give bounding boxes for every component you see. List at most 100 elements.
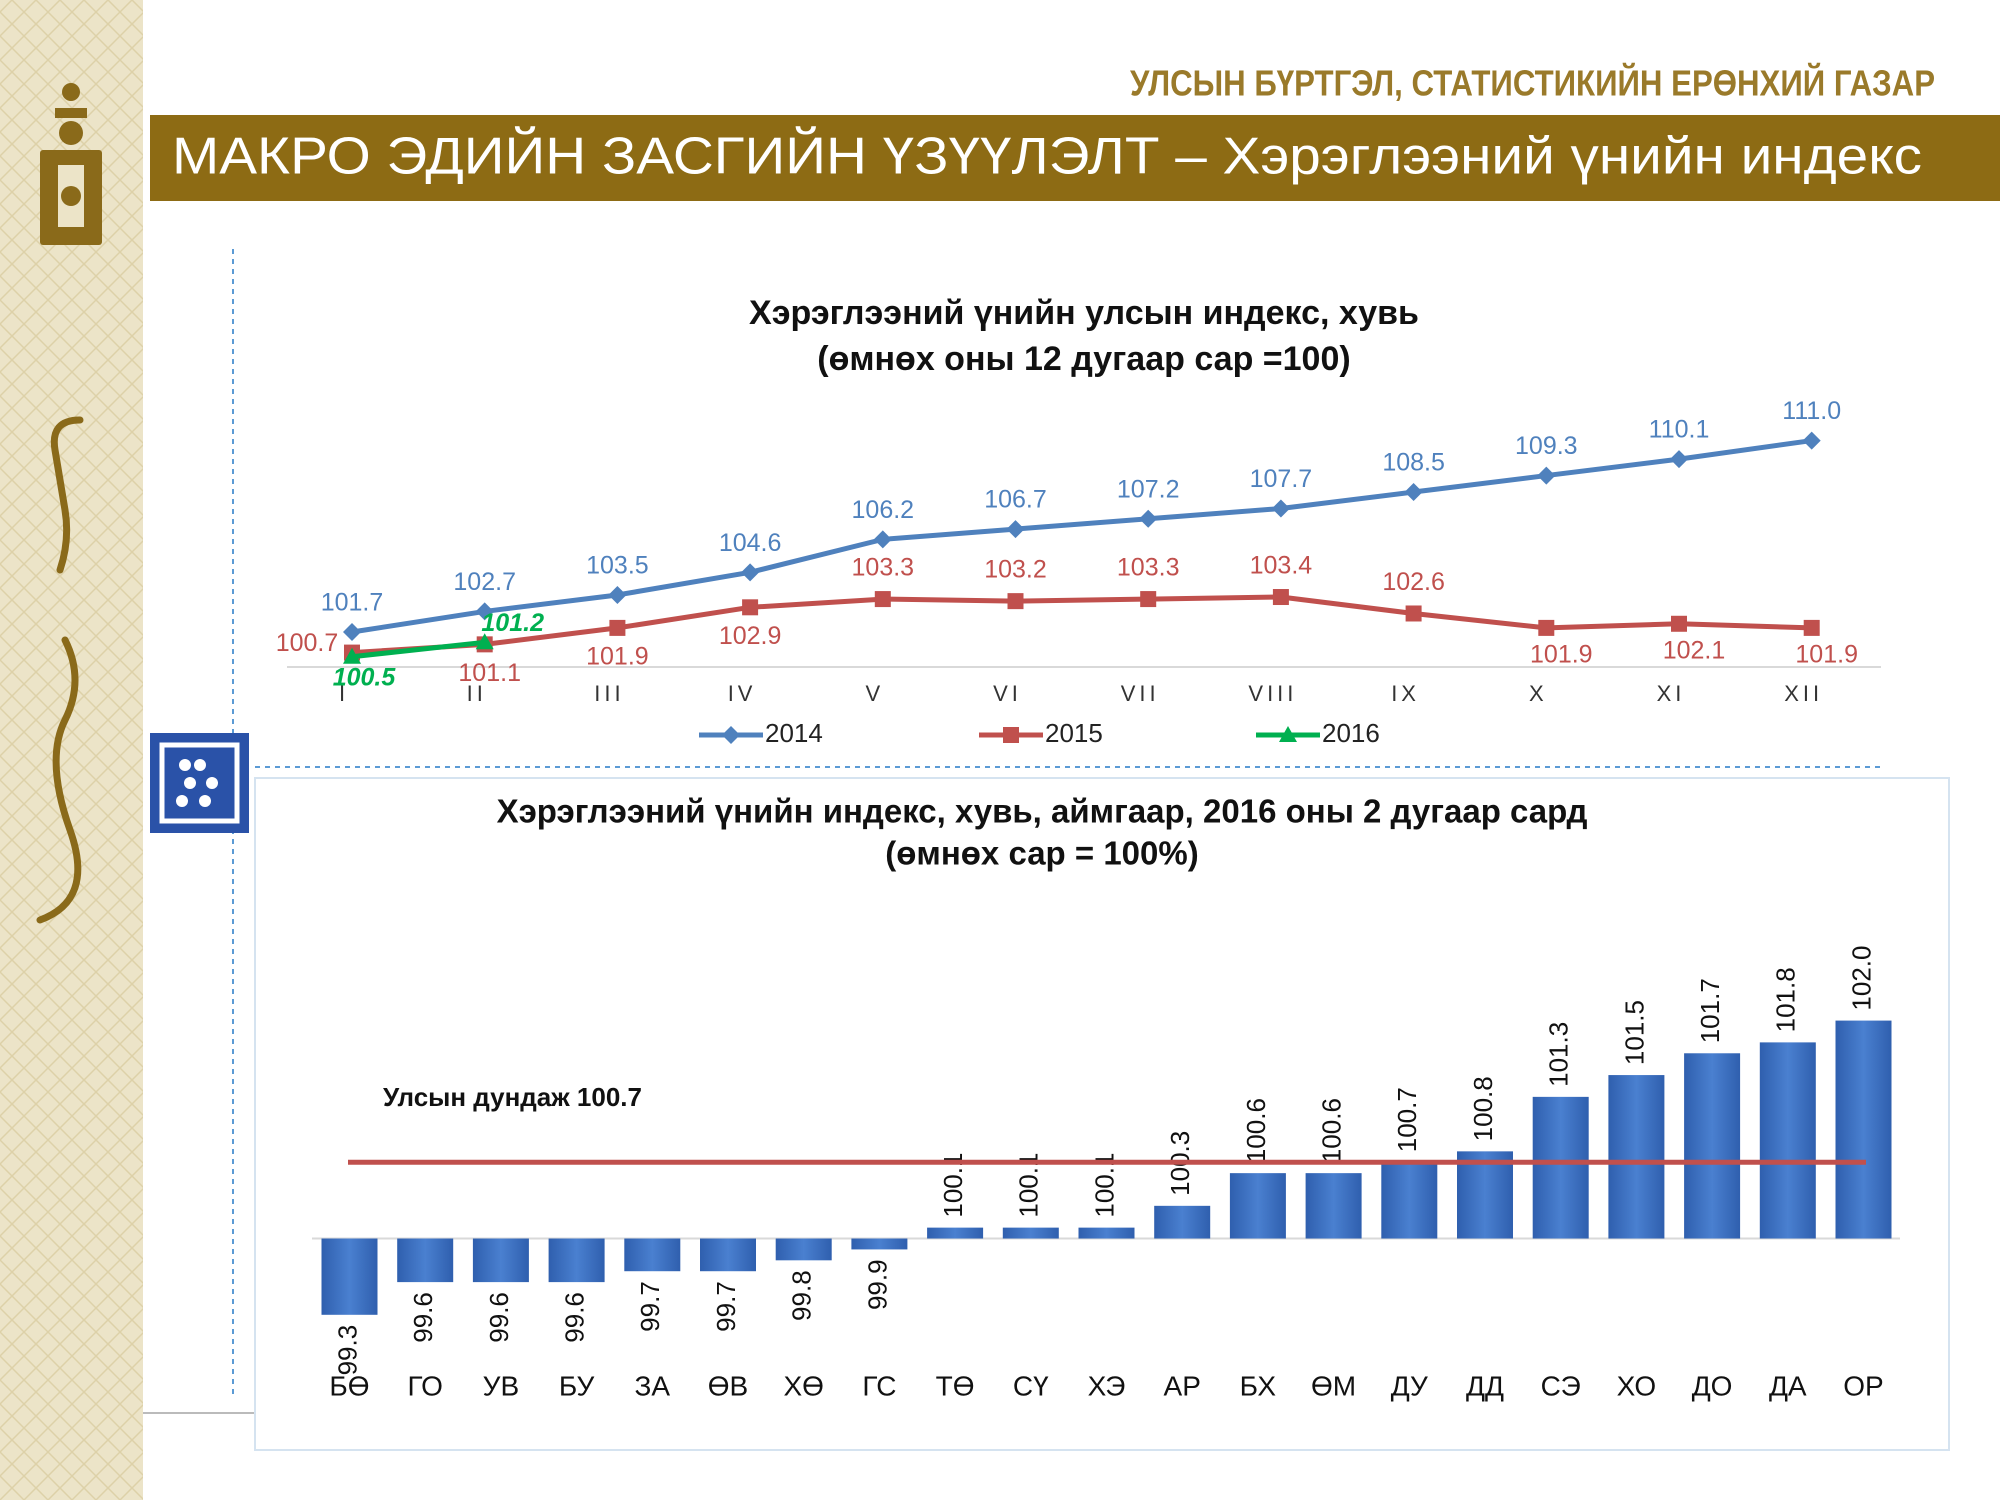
chart-subtitle: (өмнөх сар = 100%) — [885, 835, 1198, 872]
data-label: 102.9 — [719, 622, 782, 650]
data-label: 108.5 — [1382, 449, 1445, 477]
data-label: 110.1 — [1649, 416, 1710, 444]
data-label: 103.3 — [1117, 554, 1180, 582]
marker — [343, 647, 361, 664]
marker — [1003, 727, 1019, 743]
reference-label: Улсын дундаж 100.7 — [383, 1082, 642, 1112]
x-tick-label: БӨ — [329, 1370, 369, 1401]
series-line — [351, 438, 1813, 635]
x-tick-label: ДА — [1769, 1370, 1807, 1401]
data-label: 99.6 — [559, 1292, 589, 1343]
organization: УЛСЫН БҮРТГЭЛ, СТАТИСТИКИЙН ЕРӨНХИЙ ГАЗА… — [1130, 62, 1935, 104]
data-label: 101.9 — [1795, 641, 1858, 669]
bar — [1078, 1227, 1135, 1239]
bar — [1608, 1075, 1665, 1239]
bar — [700, 1238, 756, 1272]
data-label: 99.9 — [862, 1259, 892, 1310]
data-label: 102.6 — [1382, 568, 1445, 596]
title-bar — [150, 115, 2000, 201]
bar — [1532, 1096, 1589, 1239]
bar — [1759, 1042, 1816, 1239]
marker — [1272, 589, 1289, 606]
data-label: 100.8 — [1468, 1076, 1498, 1141]
side-ornament — [0, 0, 143, 1500]
x-tick-label: II — [467, 681, 487, 706]
x-tick-label: СҮ — [1013, 1370, 1049, 1401]
data-label: 103.3 — [852, 554, 915, 582]
x-tick-label: III — [594, 681, 624, 706]
bar — [775, 1238, 832, 1261]
data-label: 99.6 — [484, 1292, 514, 1343]
x-tick-label: ХЭ — [1088, 1370, 1126, 1401]
data-label: 100.5 — [333, 663, 397, 691]
bar — [927, 1227, 984, 1239]
emblem — [40, 83, 102, 245]
data-label: 101.8 — [1771, 967, 1801, 1032]
data-label: 101.9 — [1530, 641, 1593, 669]
marker — [1006, 520, 1025, 539]
marker — [1671, 615, 1687, 632]
data-label: 100.7 — [1392, 1087, 1422, 1152]
x-tick-label: БХ — [1240, 1370, 1277, 1401]
bar — [472, 1238, 529, 1283]
bar — [1002, 1227, 1059, 1239]
data-label: 101.2 — [481, 609, 544, 637]
marker — [873, 530, 892, 549]
x-tick-label: ХӨ — [783, 1370, 823, 1401]
data-label: 102.0 — [1846, 946, 1876, 1011]
chart-title: Хэрэглээний үнийн индекс, хувь, аймгаар,… — [497, 793, 1588, 830]
data-label: 111.0 — [1782, 397, 1841, 425]
x-tick-label: VI — [993, 681, 1022, 706]
data-label: 100.6 — [1316, 1098, 1346, 1163]
bar-panel — [254, 777, 1950, 1451]
x-tick-label: V — [865, 681, 884, 706]
x-tick-label: ТӨ — [936, 1370, 975, 1401]
data-label: 107.2 — [1117, 475, 1180, 503]
x-tick-label: IV — [728, 681, 757, 706]
data-label: 100.7 — [276, 629, 339, 657]
data-label: 103.4 — [1250, 552, 1313, 580]
x-tick-label: БУ — [559, 1370, 595, 1401]
x-tick-label: ДД — [1466, 1370, 1504, 1401]
slide-title: МАКРО ЭДИЙН ЗАСГИЙН ҮЗҮҮЛЭЛТ – Хэрэглээн… — [172, 127, 1922, 186]
data-label: 103.2 — [984, 556, 1047, 584]
x-tick-label: IX — [1391, 681, 1420, 706]
data-label: 101.7 — [321, 589, 384, 617]
bar — [1457, 1151, 1513, 1239]
marker — [1538, 619, 1555, 636]
series-line — [351, 639, 485, 660]
marker — [1139, 509, 1158, 528]
data-label: 101.7 — [1695, 978, 1725, 1043]
data-label: 102.1 — [1663, 636, 1726, 664]
marker — [475, 633, 494, 650]
data-label: 99.6 — [408, 1292, 438, 1343]
bar — [1305, 1173, 1362, 1239]
marker — [343, 623, 361, 642]
marker — [722, 726, 740, 744]
marker — [1271, 499, 1290, 518]
x-tick-label: I — [339, 681, 349, 706]
data-label: 106.7 — [984, 486, 1047, 514]
legend-label: 2016 — [1322, 718, 1380, 748]
marker — [1537, 466, 1556, 485]
data-label: 99.3 — [332, 1325, 362, 1376]
x-tick-label: ЗА — [635, 1370, 671, 1401]
data-label: 107.7 — [1250, 465, 1313, 493]
data-label: 101.9 — [586, 643, 649, 671]
marker — [741, 563, 760, 582]
x-tick-label: XI — [1657, 681, 1686, 706]
abacus-icon — [150, 733, 249, 833]
marker — [1140, 591, 1157, 608]
bar — [321, 1238, 378, 1315]
side-script — [36, 416, 84, 924]
x-tick-label: ДО — [1692, 1370, 1733, 1401]
x-tick-label: X — [1529, 681, 1548, 706]
x-tick-label: ОР — [1843, 1370, 1883, 1401]
marker — [742, 599, 759, 616]
x-tick-label: ХО — [1617, 1370, 1657, 1401]
data-label: 99.7 — [711, 1281, 741, 1332]
bar — [624, 1238, 681, 1272]
data-label: 109.3 — [1515, 432, 1578, 460]
data-label: 99.7 — [635, 1281, 665, 1332]
